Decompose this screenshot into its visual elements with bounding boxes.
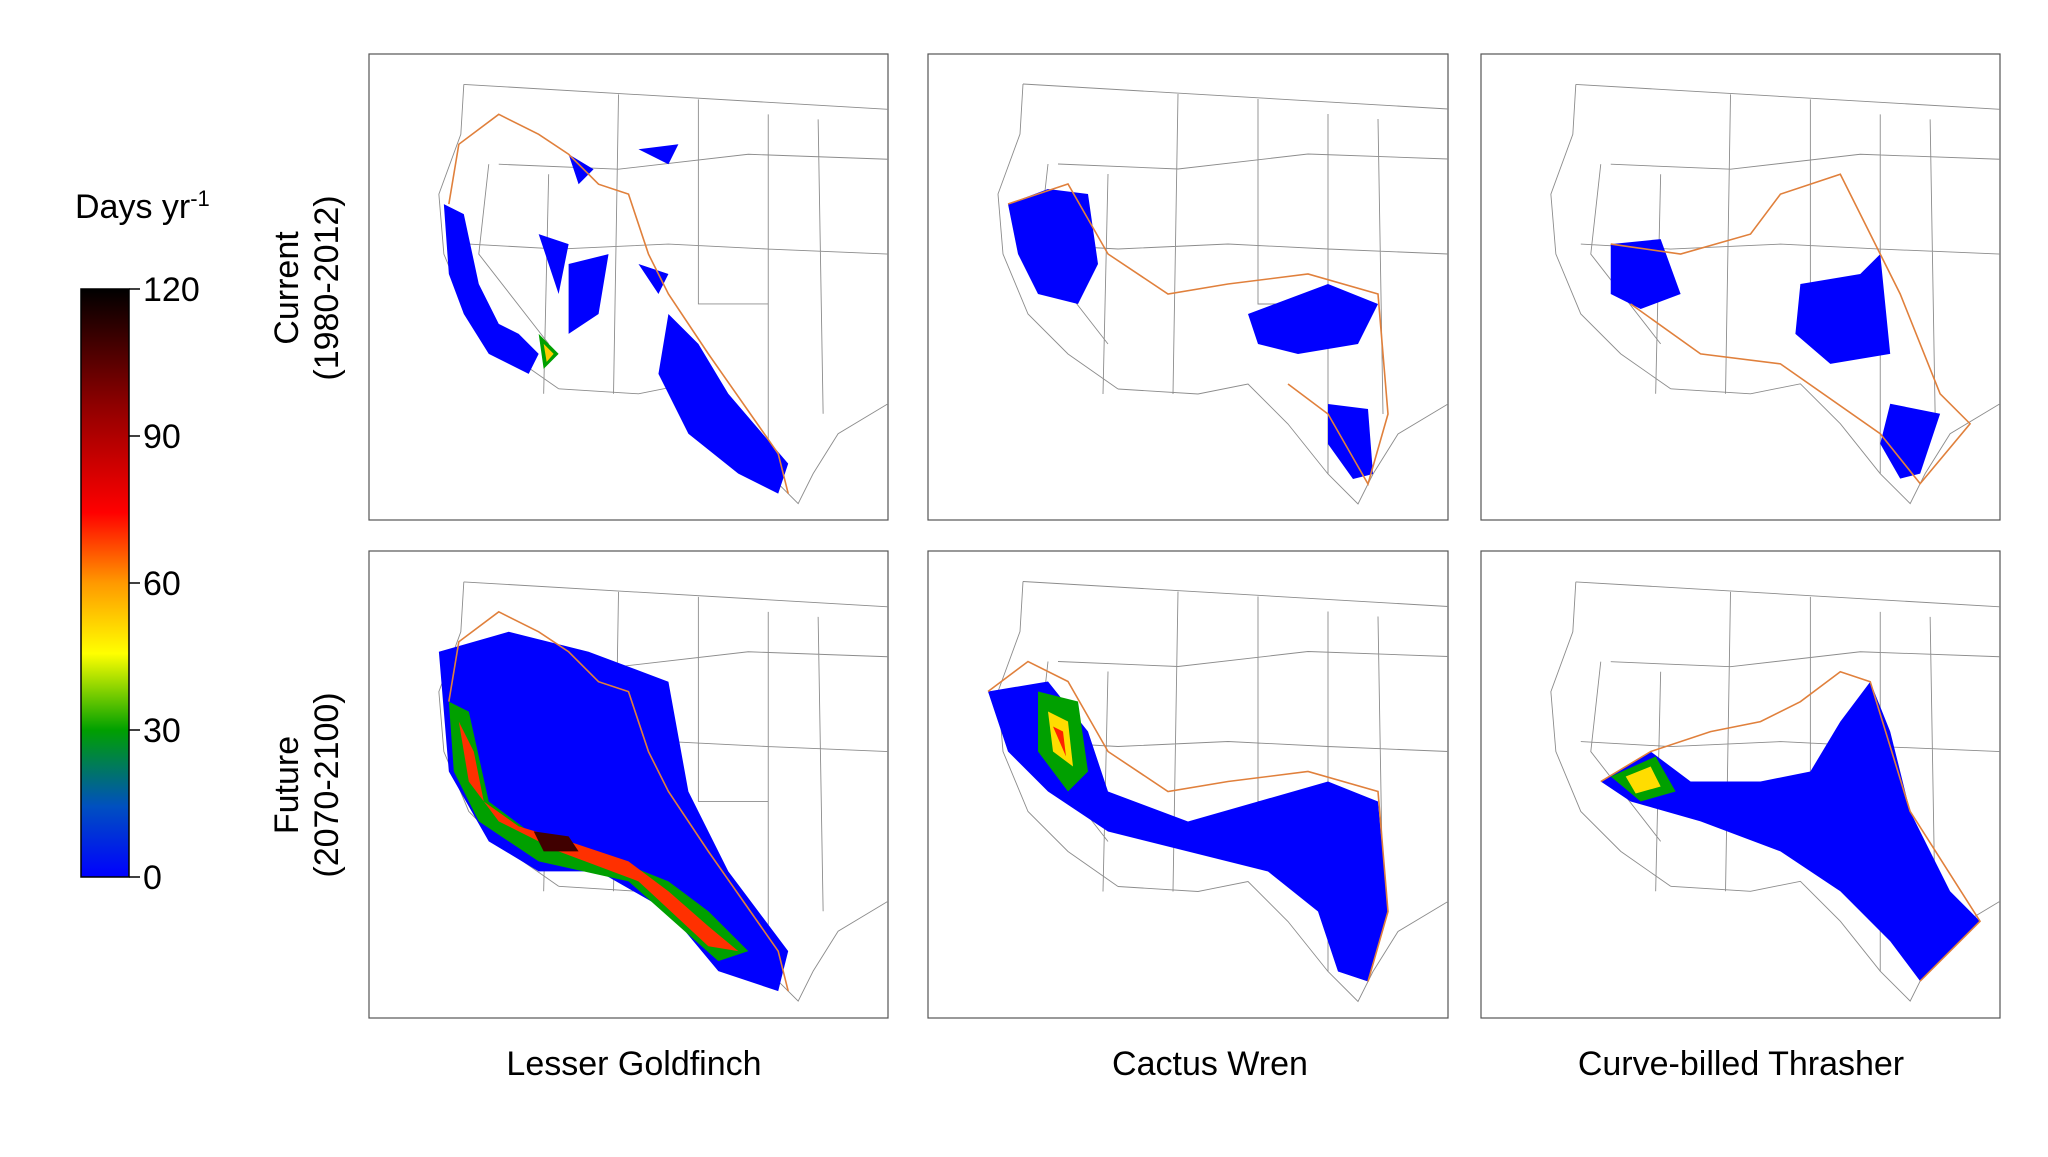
colorbar-label-text: Days yr bbox=[75, 188, 190, 226]
map-panel bbox=[1480, 53, 2001, 521]
colorbar-tick-label: 60 bbox=[143, 565, 181, 603]
column-label: Curve-billed Thrasher bbox=[1578, 1045, 1904, 1083]
row-label: Future bbox=[268, 736, 306, 834]
colorbar-ticks: 0 30 60 90 120 bbox=[129, 271, 200, 897]
map-panel bbox=[1480, 550, 2001, 1019]
column-label: Cactus Wren bbox=[1112, 1045, 1308, 1083]
column-label: Lesser Goldfinch bbox=[506, 1045, 761, 1083]
colorbar-tick-label: 90 bbox=[143, 418, 181, 456]
map-panel bbox=[368, 550, 889, 1019]
map-panel bbox=[927, 53, 1449, 521]
map-panel bbox=[368, 53, 889, 521]
colorbar-label-superscript: -1 bbox=[190, 186, 210, 211]
colorbar bbox=[80, 288, 130, 878]
row-period: (2070-2100) bbox=[308, 692, 346, 877]
colorbar-tick-label: 0 bbox=[143, 859, 162, 897]
row-period: (1980-2012) bbox=[308, 195, 346, 380]
row-label: Current bbox=[268, 231, 306, 345]
colorbar-label: Days yr-1 bbox=[75, 186, 210, 226]
colorbar-tick-label: 120 bbox=[143, 271, 200, 309]
map-panel bbox=[927, 550, 1449, 1019]
colorbar-tick-label: 30 bbox=[143, 712, 181, 750]
